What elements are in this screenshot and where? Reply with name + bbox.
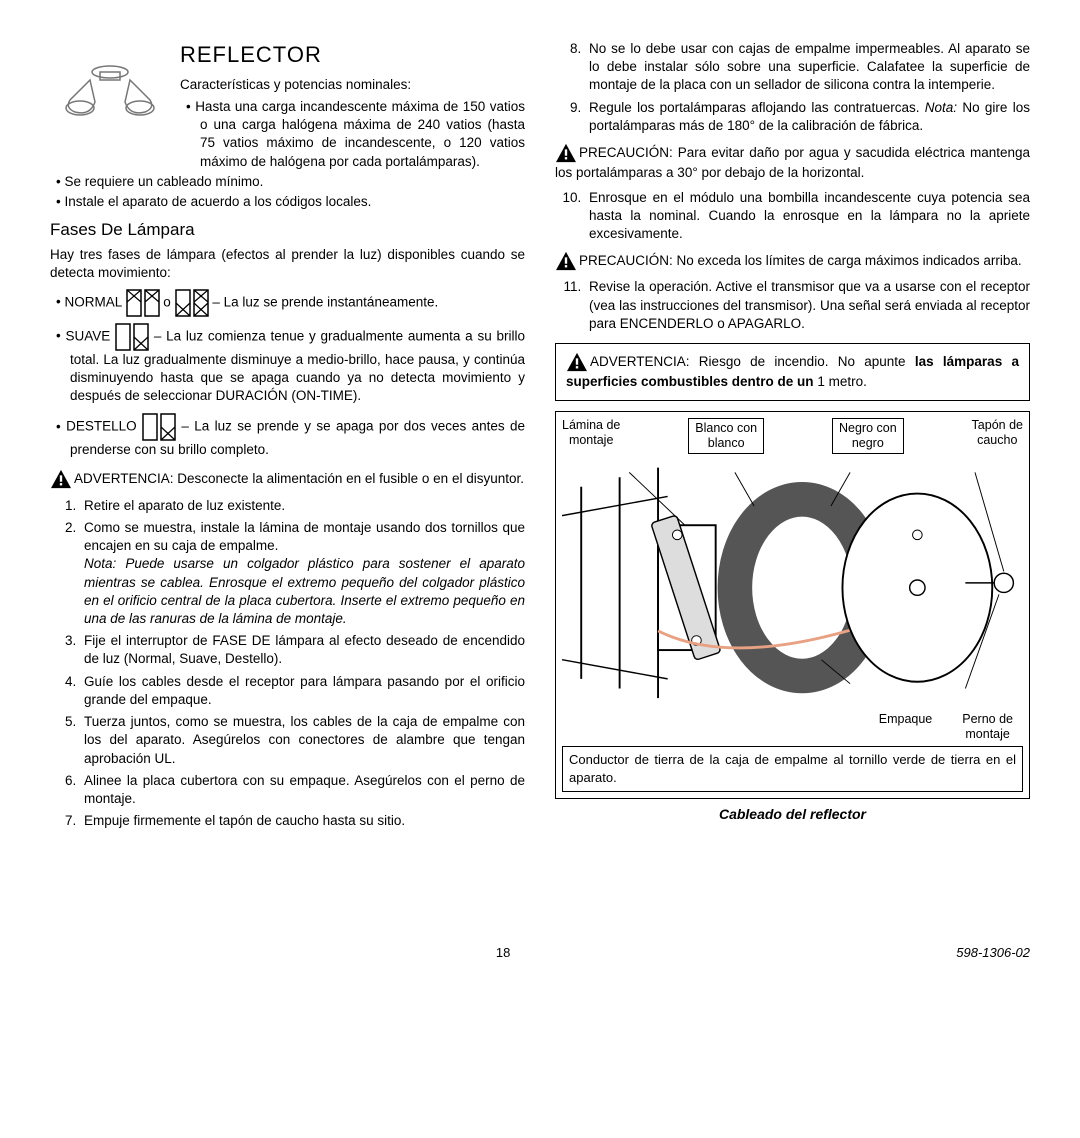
fase-destello-text: – La luz se prende y se apaga por dos ve… xyxy=(70,419,525,457)
step: Fije el interruptor de FASE DE lámpara a… xyxy=(80,632,525,668)
warning-box-tail: 1 metro. xyxy=(814,374,867,389)
fase-normal-label: NORMAL xyxy=(64,294,121,309)
warning-icon xyxy=(566,352,588,373)
label-negro: Negro con negro xyxy=(832,418,904,454)
spec-item: Hasta una carga incandescente máxima de … xyxy=(200,98,525,171)
step: Regule los portalámparas aflojando las c… xyxy=(585,99,1030,135)
label-blanco: Blanco con blanco xyxy=(688,418,764,454)
wiring-svg xyxy=(562,458,1023,708)
steps-right-b: Enrosque en el módulo una bombilla incan… xyxy=(555,189,1030,244)
warning-1-text: ADVERTENCIA: Desconecte la alimentación … xyxy=(74,472,524,487)
diagram-bottom-labels: Empaque Perno de montaje xyxy=(562,712,1023,742)
warning-icon xyxy=(555,143,577,164)
step: Tuerza juntos, como se muestra, los cabl… xyxy=(80,713,525,768)
steps-right-c: Revise la operación. Active el transmiso… xyxy=(555,278,1030,333)
label-tapon: Tapón de caucho xyxy=(972,418,1023,454)
page-footer: 18 598-1306-02 xyxy=(50,944,1030,962)
step: No se lo debe usar con cajas de empalme … xyxy=(585,40,1030,95)
step: Alinee la placa cubertora con su empaque… xyxy=(80,772,525,808)
warning-icon xyxy=(555,251,577,272)
switch-icon xyxy=(126,289,160,317)
reflector-illustration xyxy=(50,40,170,135)
warning-box: ADVERTENCIA: Riesgo de incendio. No apun… xyxy=(555,343,1030,400)
bullet-item: Instale el aparato de acuerdo a los códi… xyxy=(70,193,525,211)
fase-suave: SUAVE – La luz comienza tenue y gradualm… xyxy=(70,323,525,406)
fase-suave-label: SUAVE xyxy=(66,328,111,343)
bullets-a: Se requiere un cableado mínimo. Instale … xyxy=(50,173,525,211)
page-number: 18 xyxy=(496,944,510,962)
right-column: No se lo debe usar con cajas de empalme … xyxy=(555,40,1030,834)
section-title: REFLECTOR xyxy=(180,40,525,70)
steps-right: No se lo debe usar con cajas de empalme … xyxy=(555,40,1030,135)
switch-icon xyxy=(115,323,149,351)
switch-icon xyxy=(142,413,176,441)
switch-icon xyxy=(175,289,209,317)
spec-heading: Características y potencias nominales: xyxy=(180,76,525,94)
label-empaque: Empaque xyxy=(879,712,933,742)
fases-heading: Fases De Lámpara xyxy=(50,219,525,242)
step: Como se muestra, instale la lámina de mo… xyxy=(80,519,525,628)
caution-2-text: PRECAUCIÓN: No exceda los límites de car… xyxy=(579,253,1022,268)
bullet-item: Se requiere un cableado mínimo. xyxy=(70,173,525,191)
warning-1: ADVERTENCIA: Desconecte la alimentación … xyxy=(50,469,525,490)
page-columns: REFLECTOR Características y potencias no… xyxy=(50,40,1030,834)
left-column: REFLECTOR Características y potencias no… xyxy=(50,40,525,834)
step-note: Nota: Puede usarse un colgador plástico … xyxy=(84,556,525,626)
caution-2: PRECAUCIÓN: No exceda los límites de car… xyxy=(555,251,1030,272)
warning-icon xyxy=(50,469,72,490)
step-text: Regule los portalámparas aflojando las c… xyxy=(589,100,925,115)
step: Guíe los cables desde el receptor para l… xyxy=(80,673,525,709)
step: Enrosque en el módulo una bombilla incan… xyxy=(585,189,1030,244)
fase-destello: DESTELLO – La luz se prende y se apaga p… xyxy=(70,413,525,459)
fase-normal-text: – La luz se prende instantáneamente. xyxy=(212,294,438,309)
caution-1: PRECAUCIÓN: Para evitar daño por agua y … xyxy=(555,143,1030,182)
ground-note: Conductor de tierra de la caja de empalm… xyxy=(562,746,1023,791)
wiring-diagram: Lámina de montaje Blanco con blanco Negr… xyxy=(555,411,1030,799)
step: Retire el aparato de luz existente. xyxy=(80,497,525,515)
label-perno: Perno de montaje xyxy=(962,712,1013,742)
diagram-caption: Cableado del reflector xyxy=(555,805,1030,824)
fase-destello-label: DESTELLO xyxy=(66,419,137,434)
label-lamina: Lámina de montaje xyxy=(562,418,620,454)
warning-box-text: ADVERTENCIA: Riesgo de incendio. No apun… xyxy=(590,354,915,369)
caution-1-text: PRECAUCIÓN: Para evitar daño por agua y … xyxy=(555,145,1030,180)
step: Empuje firmemente el tapón de caucho has… xyxy=(80,812,525,830)
steps-left: Retire el aparato de luz existente. Como… xyxy=(50,497,525,831)
step-note-label: Nota: xyxy=(925,100,957,115)
step-text: Como se muestra, instale la lámina de mo… xyxy=(84,520,525,553)
fase-normal: NORMAL o – La luz se prende instantáneam… xyxy=(70,289,525,317)
fase-normal-mid: o xyxy=(163,294,171,309)
step: Revise la operación. Active el transmiso… xyxy=(585,278,1030,333)
fases-intro: Hay tres fases de lámpara (efectos al pr… xyxy=(50,246,525,282)
doc-number: 598-1306-02 xyxy=(956,944,1030,962)
diagram-top-labels: Lámina de montaje Blanco con blanco Negr… xyxy=(562,418,1023,454)
